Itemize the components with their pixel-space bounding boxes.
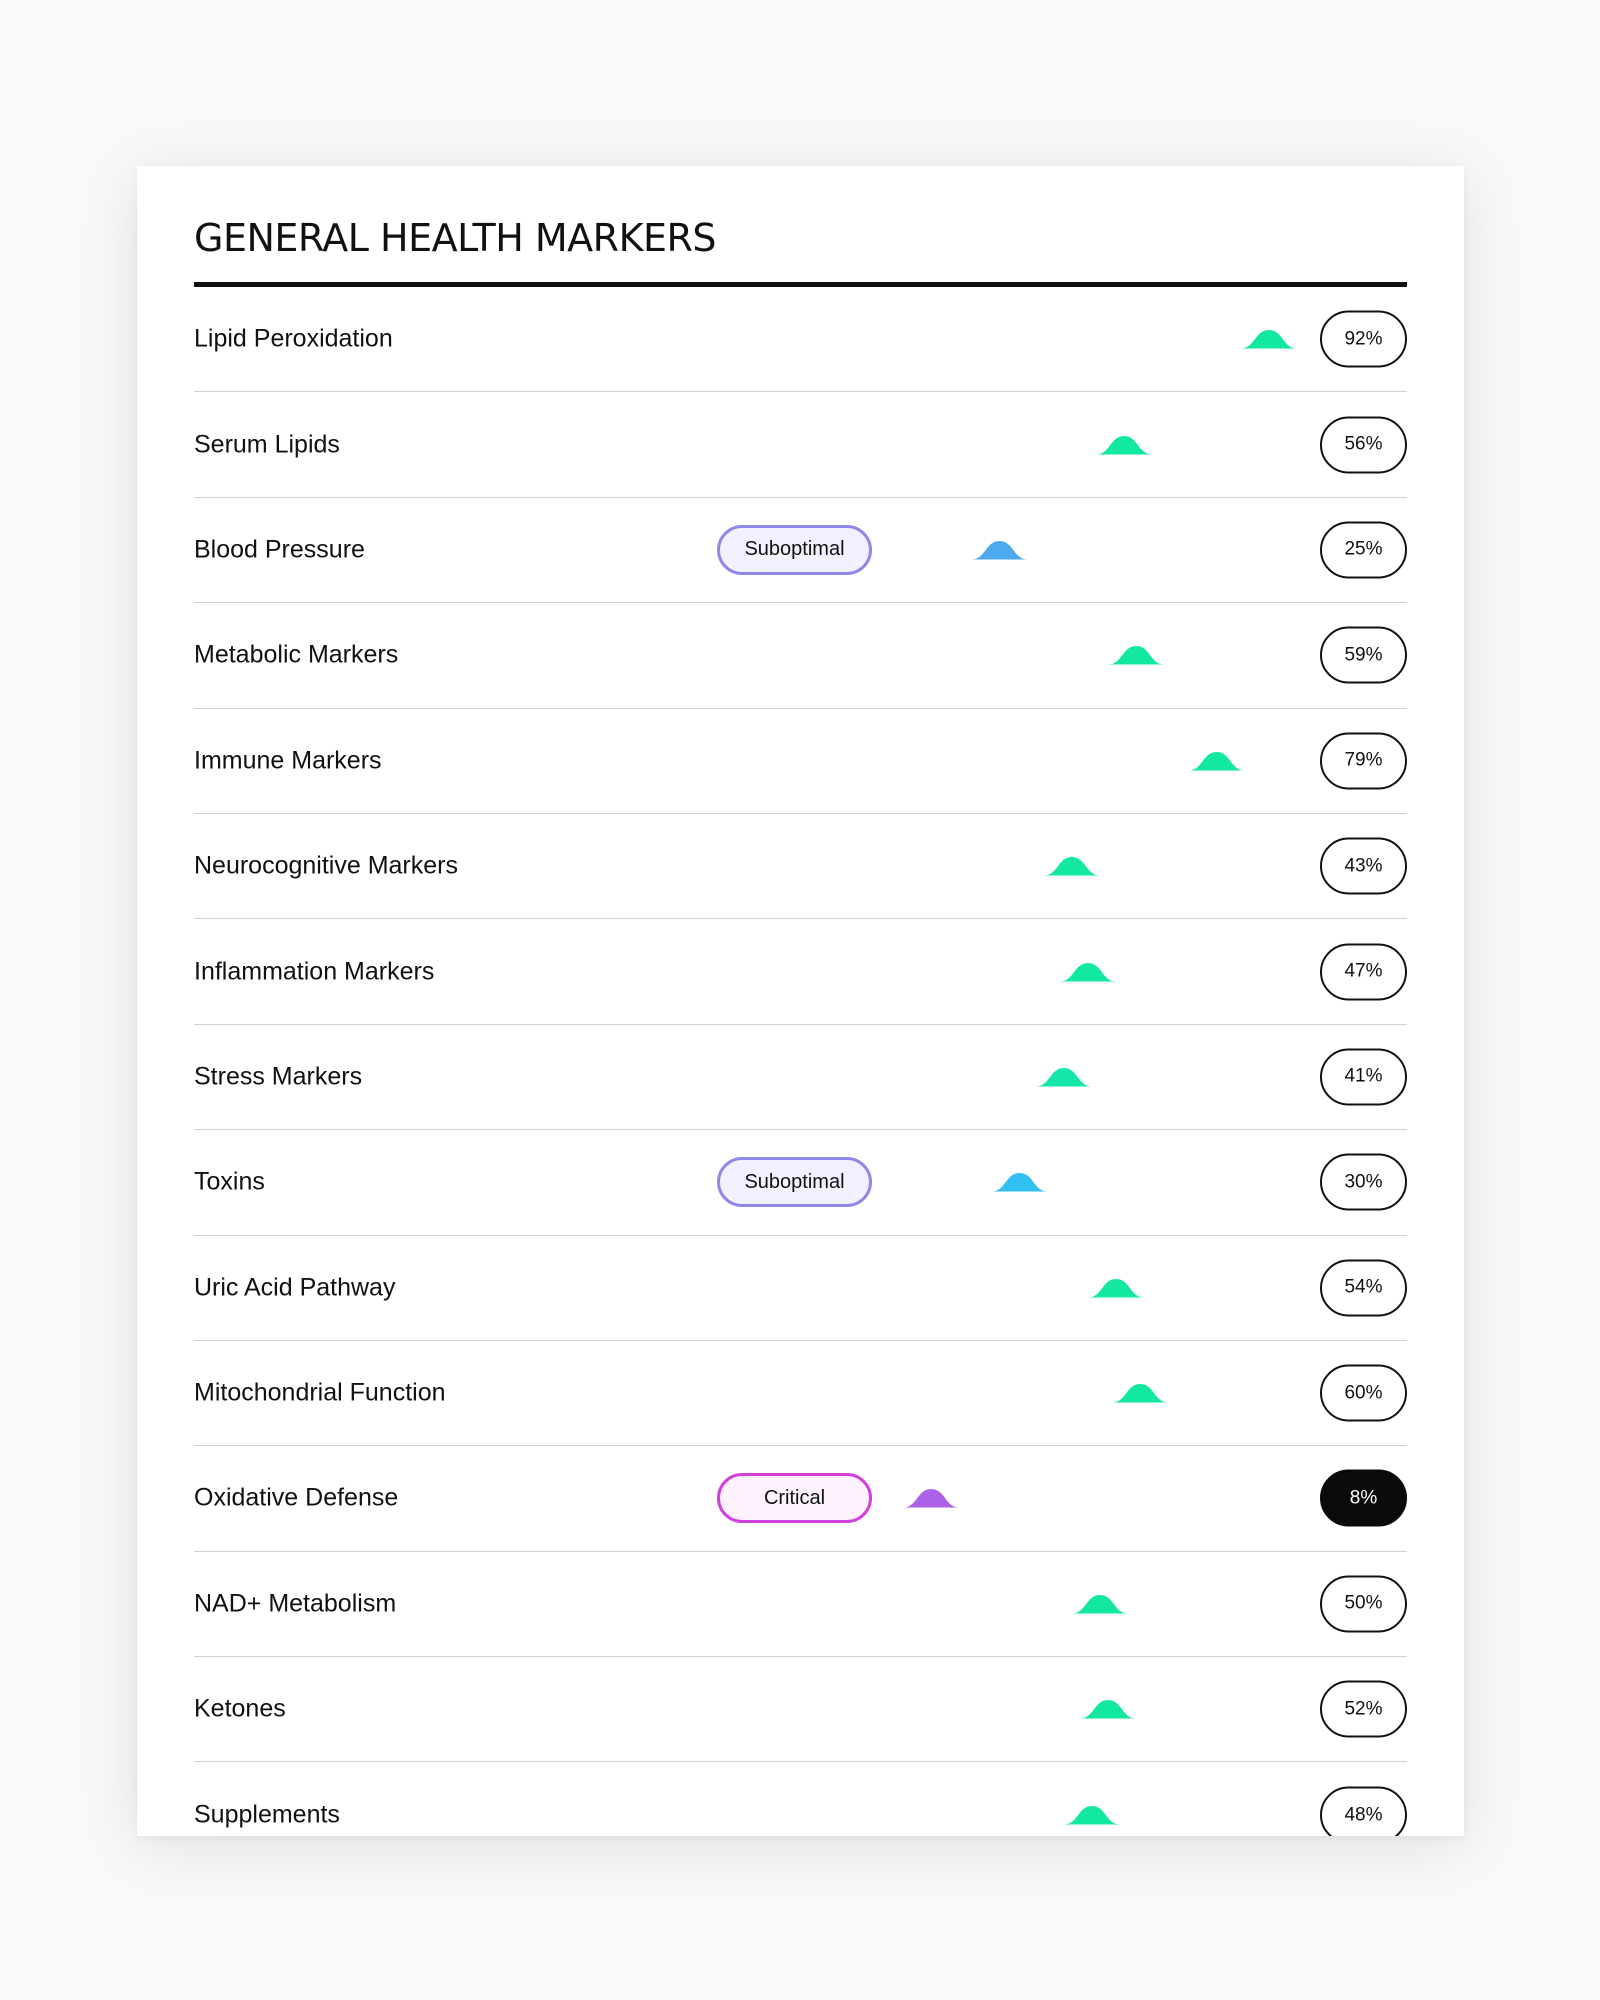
title-divider <box>194 282 1407 287</box>
marker-name: Lipid Peroxidation <box>194 324 393 353</box>
marker-name: Serum Lipids <box>194 430 340 459</box>
marker-row[interactable]: Toxins Suboptimal 30% <box>194 1130 1407 1236</box>
marker-level-slider <box>896 1278 1304 1298</box>
marker-row[interactable]: Oxidative Defense Critical 8% <box>194 1446 1407 1552</box>
slider-marker <box>1059 962 1116 982</box>
percentage-pill: 56% <box>1320 416 1407 474</box>
marker-row[interactable]: Blood Pressure Suboptimal 25% <box>194 498 1407 604</box>
marker-level-slider <box>896 646 1304 665</box>
marker-row[interactable]: Lipid Peroxidation 92% <box>194 287 1407 393</box>
slider-marker <box>1088 1278 1145 1298</box>
marker-name: Blood Pressure <box>194 535 365 564</box>
marker-level-slider <box>896 1806 1304 1825</box>
percentage-pill: 41% <box>1320 1048 1407 1106</box>
percentage-pill: 79% <box>1320 732 1407 790</box>
slider-marker <box>1188 751 1245 771</box>
percentage-pill: 30% <box>1320 1153 1407 1211</box>
marker-level-slider <box>896 1067 1304 1087</box>
percentage-pill: 92% <box>1320 310 1407 368</box>
percentage-pill: 59% <box>1320 626 1407 684</box>
percentage-pill: 8% <box>1320 1469 1407 1527</box>
slider-marker <box>1112 1384 1169 1403</box>
slider-marker <box>971 540 1028 560</box>
marker-name: Mitochondrial Function <box>194 1378 446 1407</box>
marker-name: Oxidative Defense <box>194 1483 399 1512</box>
percentage-pill: 43% <box>1320 837 1407 895</box>
marker-row[interactable]: Immune Markers 79% <box>194 709 1407 814</box>
marker-row[interactable]: Metabolic Markers 59% <box>194 603 1407 709</box>
percentage-pill: 25% <box>1320 521 1407 579</box>
marker-name: Immune Markers <box>194 746 382 775</box>
marker-row[interactable]: Ketones 52% <box>194 1657 1407 1763</box>
percentage-pill: 60% <box>1320 1364 1407 1422</box>
slider-marker <box>991 1173 1048 1192</box>
marker-name: Ketones <box>194 1694 286 1723</box>
marker-level-slider <box>896 962 1304 982</box>
health-markers-card: GENERAL HEALTH MARKERS Lipid Peroxidatio… <box>137 166 1464 1836</box>
slider-marker <box>1035 1067 1092 1087</box>
percentage-pill: 48% <box>1320 1786 1407 1836</box>
slider-marker <box>1108 646 1165 665</box>
marker-level-slider <box>896 751 1304 771</box>
slider-marker <box>1072 1594 1128 1614</box>
marker-row[interactable]: Neurocognitive Markers 43% <box>194 814 1407 920</box>
slider-marker <box>1240 330 1297 349</box>
slider-marker <box>1063 1806 1120 1825</box>
marker-row[interactable]: Uric Acid Pathway 54% <box>194 1236 1407 1341</box>
marker-level-slider <box>896 540 1304 560</box>
marker-name: Metabolic Markers <box>194 640 399 669</box>
percentage-pill: 52% <box>1320 1680 1407 1738</box>
marker-name: Toxins <box>194 1167 265 1196</box>
marker-row[interactable]: NAD+ Metabolism 50% <box>194 1552 1407 1658</box>
marker-row[interactable]: Mitochondrial Function 60% <box>194 1341 1407 1447</box>
marker-level-slider <box>896 1700 1304 1719</box>
marker-name: Neurocognitive Markers <box>194 851 458 880</box>
status-badge: Critical <box>717 1473 872 1524</box>
marker-name: Supplements <box>194 1800 340 1829</box>
marker-name: Stress Markers <box>194 1062 363 1091</box>
percentage-pill: 47% <box>1320 943 1407 1001</box>
slider-marker <box>1080 1700 1137 1719</box>
marker-level-slider <box>896 1384 1304 1403</box>
percentage-pill: 54% <box>1320 1259 1407 1317</box>
status-badge: Suboptimal <box>717 1157 872 1208</box>
marker-row[interactable]: Inflammation Markers 47% <box>194 919 1407 1025</box>
marker-list: Lipid Peroxidation 92% Serum Lipids 56% Bloo… <box>194 287 1407 1836</box>
slider-marker <box>903 1489 960 1508</box>
marker-row[interactable]: Serum Lipids 56% <box>194 392 1407 498</box>
marker-level-slider <box>896 1173 1304 1192</box>
percentage-pill: 50% <box>1320 1575 1407 1633</box>
marker-level-slider <box>896 330 1304 349</box>
status-badge: Suboptimal <box>717 524 872 575</box>
marker-row[interactable]: Stress Markers 41% <box>194 1025 1407 1131</box>
marker-row[interactable]: Supplements 48% <box>194 1762 1407 1836</box>
marker-name: NAD+ Metabolism <box>194 1589 397 1618</box>
slider-marker <box>1043 857 1100 876</box>
marker-level-slider <box>896 1594 1304 1614</box>
marker-name: Uric Acid Pathway <box>194 1273 396 1302</box>
marker-level-slider <box>896 857 1304 876</box>
slider-marker <box>1096 435 1153 455</box>
marker-name: Inflammation Markers <box>194 957 435 986</box>
marker-level-slider <box>896 435 1304 455</box>
page-title: GENERAL HEALTH MARKERS <box>194 216 717 260</box>
marker-level-slider <box>896 1489 1304 1508</box>
